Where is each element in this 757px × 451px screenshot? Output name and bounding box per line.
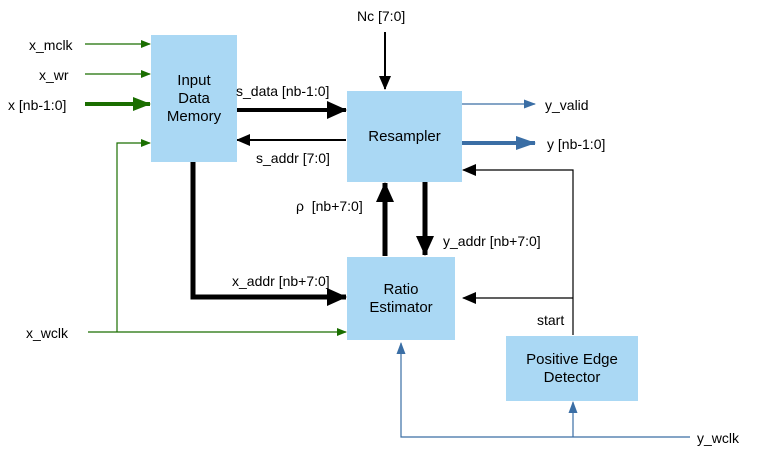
x-addr-label: x_addr [nb+7:0] [232, 273, 330, 289]
x-addr-arrow [190, 162, 347, 306]
ratio-estimator-block: Ratio Estimator [347, 257, 455, 340]
y-addr-label: y_addr [nb+7:0] [443, 233, 541, 249]
s-data-label: s_data [nb-1:0] [236, 83, 330, 99]
y-valid-label: y_valid [545, 97, 589, 113]
y-wclk-label: y_wclk [697, 430, 740, 446]
s-addr-label: s_addr [7:0] [256, 150, 330, 166]
resampler-block: Resampler [347, 91, 462, 182]
start-to-resampler-arrow [462, 164, 574, 335]
x-mclk-label: x_mclk [29, 37, 73, 53]
positive-edge-detector-block: Positive Edge Detector [506, 336, 638, 401]
input-data-memory-block: Input Data Memory [151, 35, 237, 162]
rho-label: ρ [nb+7:0] [296, 198, 363, 214]
x-data-label: x [nb-1:0] [8, 97, 67, 113]
x-wclk-label: x_wclk [26, 325, 69, 341]
y-data-label: y [nb-1:0] [547, 136, 606, 152]
x-wr-label: x_wr [39, 67, 69, 83]
x-wclk-branch-arrow [116, 139, 151, 332]
y-wclk-to-estimator-arrow [396, 342, 690, 438]
start-label: start [537, 312, 565, 328]
nc-label: Nc [7:0] [357, 8, 406, 24]
